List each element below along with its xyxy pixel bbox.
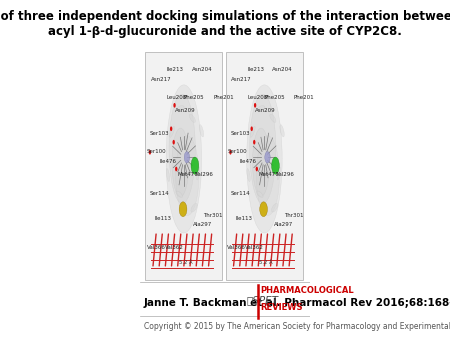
Text: 5.2 Å: 5.2 Å: [179, 260, 193, 265]
Text: Ser114: Ser114: [230, 191, 250, 195]
Text: Asn204: Asn204: [272, 67, 293, 72]
Ellipse shape: [250, 126, 255, 137]
Ellipse shape: [191, 157, 199, 174]
Text: Asn209: Asn209: [175, 108, 195, 114]
Text: Phe201: Phe201: [294, 95, 315, 100]
Ellipse shape: [256, 191, 263, 197]
Text: Thr301: Thr301: [284, 213, 303, 218]
Ellipse shape: [256, 136, 279, 216]
Text: Ile113: Ile113: [235, 216, 252, 221]
Text: Ile113: Ile113: [154, 216, 171, 221]
Ellipse shape: [270, 114, 276, 122]
Circle shape: [253, 140, 256, 145]
Text: Ala297: Ala297: [274, 222, 293, 227]
Text: Ile213: Ile213: [248, 67, 265, 72]
Text: Janne T. Backman et al. Pharmacol Rev 2016;68:168-241: Janne T. Backman et al. Pharmacol Rev 20…: [144, 298, 450, 308]
Ellipse shape: [271, 203, 278, 212]
Ellipse shape: [260, 202, 267, 217]
Ellipse shape: [189, 114, 195, 122]
Text: REVIEWS: REVIEWS: [260, 303, 302, 312]
Text: PHARMACOLOGICAL: PHARMACOLOGICAL: [260, 286, 353, 295]
Circle shape: [170, 126, 172, 131]
Text: 5.2 Å: 5.2 Å: [259, 260, 273, 265]
Text: Leu208: Leu208: [167, 95, 187, 100]
Text: Copyright © 2015 by The American Society for Pharmacology and Experimental Thera: Copyright © 2015 by The American Society…: [144, 321, 450, 331]
Text: Val362: Val362: [165, 245, 184, 250]
Text: Ile213: Ile213: [167, 67, 184, 72]
Ellipse shape: [177, 105, 184, 111]
Ellipse shape: [184, 151, 189, 163]
Circle shape: [256, 167, 258, 171]
Text: Ser103: Ser103: [150, 131, 170, 136]
Text: Val366: Val366: [147, 245, 166, 250]
Text: Val362: Val362: [245, 245, 264, 250]
Ellipse shape: [277, 167, 280, 180]
Ellipse shape: [258, 105, 265, 111]
Circle shape: [230, 150, 232, 154]
Text: Thr301: Thr301: [203, 213, 223, 218]
Circle shape: [149, 150, 151, 154]
Ellipse shape: [169, 94, 195, 203]
Ellipse shape: [166, 169, 170, 182]
Ellipse shape: [176, 191, 183, 197]
Text: Phe205: Phe205: [184, 95, 204, 100]
Ellipse shape: [265, 151, 270, 163]
Ellipse shape: [250, 94, 276, 203]
Text: Val296: Val296: [276, 172, 295, 177]
Ellipse shape: [199, 125, 204, 137]
Text: Ser103: Ser103: [230, 131, 250, 136]
Text: Leu208: Leu208: [248, 95, 268, 100]
Text: Ala297: Ala297: [193, 222, 212, 227]
Text: Ile476: Ile476: [240, 159, 257, 164]
Circle shape: [172, 140, 175, 145]
Text: Met477: Met477: [178, 172, 198, 177]
Text: Ser100: Ser100: [227, 149, 247, 154]
Ellipse shape: [172, 128, 189, 196]
Text: Asn209: Asn209: [255, 108, 276, 114]
Ellipse shape: [272, 157, 279, 174]
Circle shape: [173, 103, 176, 108]
Text: Met477: Met477: [258, 172, 279, 177]
Ellipse shape: [280, 125, 284, 137]
Text: Phe205: Phe205: [265, 95, 285, 100]
Text: Ser114: Ser114: [150, 191, 170, 195]
Text: Ser100: Ser100: [147, 149, 166, 154]
Text: Phe201: Phe201: [213, 95, 234, 100]
Ellipse shape: [247, 85, 282, 233]
Text: Val366: Val366: [227, 245, 246, 250]
Text: Val296: Val296: [195, 172, 214, 177]
Ellipse shape: [247, 169, 250, 182]
Ellipse shape: [176, 136, 199, 216]
Ellipse shape: [179, 202, 187, 217]
Ellipse shape: [191, 203, 197, 212]
Text: ⓐSPET: ⓐSPET: [246, 295, 278, 305]
Text: Asn217: Asn217: [231, 76, 252, 81]
Ellipse shape: [170, 126, 175, 137]
Circle shape: [254, 103, 256, 108]
Circle shape: [251, 126, 253, 131]
Text: Asn217: Asn217: [151, 76, 171, 81]
Ellipse shape: [252, 128, 270, 196]
Text: Asn204: Asn204: [192, 67, 212, 72]
Circle shape: [175, 167, 177, 171]
Ellipse shape: [166, 85, 202, 233]
Ellipse shape: [197, 167, 200, 180]
Text: Stereoimage of three independent docking simulations of the interaction between : Stereoimage of three independent docking…: [0, 10, 450, 38]
Text: Ile476: Ile476: [159, 159, 176, 164]
